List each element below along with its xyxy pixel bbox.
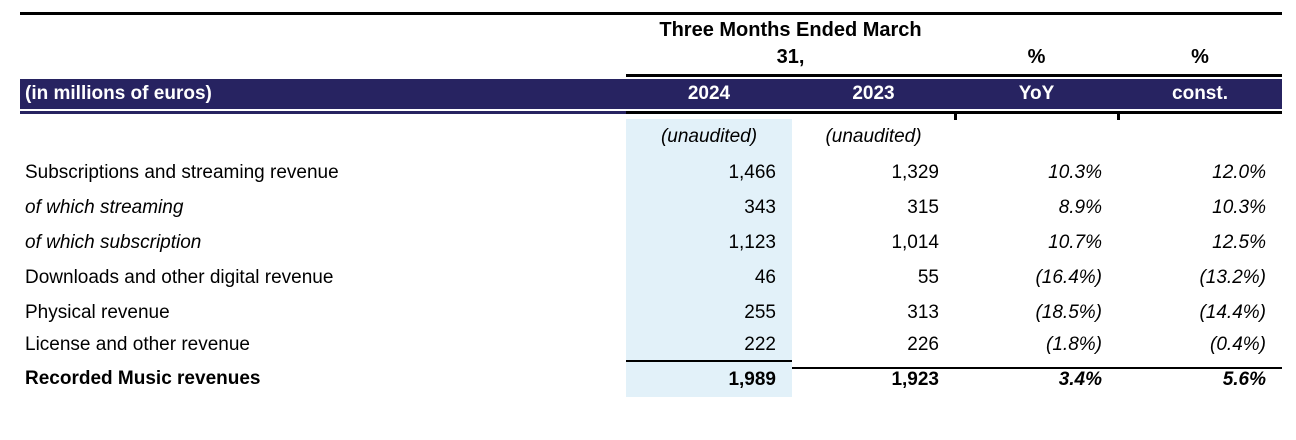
period-header-row: Three Months Ended March 31, % % (20, 15, 1282, 77)
row-value-2023: 55 (917, 266, 939, 288)
column-header-bar: (in millions of euros) 2024 2023 YoY con… (20, 79, 1282, 109)
row-value-2023: 226 (907, 334, 939, 355)
table-row: Physical revenue 255 313 (18.5%) (14.4%) (20, 295, 1282, 330)
pct-header-const: % (1191, 46, 1209, 68)
row-value-2024: 1,466 (626, 155, 792, 190)
total-2024: 1,989 (626, 360, 792, 397)
row-value-2024: 255 (626, 295, 792, 330)
column-divider-tick-yoy-left (954, 111, 957, 120)
total-2023: 1,923 (792, 366, 955, 391)
column-header-const: const. (1172, 83, 1228, 104)
row-value-const: (0.4%) (1210, 334, 1266, 355)
row-value-2024: 343 (626, 190, 792, 225)
column-header-label: (in millions of euros) (25, 83, 212, 104)
pct-header-yoy: % (1027, 46, 1046, 68)
row-value-2024: 46 (626, 260, 792, 295)
table-row: License and other revenue 222 226 (1.8%)… (20, 330, 1282, 360)
table-row: Downloads and other digital revenue 46 5… (20, 260, 1282, 295)
row-value-const: 10.3% (1212, 196, 1266, 218)
row-label: Downloads and other digital revenue (25, 266, 334, 288)
period-header-line2: 31, (776, 46, 805, 68)
row-value-2023: 313 (907, 301, 939, 323)
column-header-2024: 2024 (687, 83, 731, 104)
unaudited-row: (unaudited) (unaudited) (20, 119, 1282, 155)
period-header-title: Three Months Ended March 31, (626, 17, 955, 74)
header-bottom-border-navy-segment (20, 111, 626, 114)
column-divider-tick-yoy-right (1117, 111, 1120, 120)
row-label: Subscriptions and streaming revenue (25, 161, 339, 183)
row-value-yoy: (1.8%) (1046, 334, 1102, 355)
column-header-2023: 2023 (852, 83, 895, 104)
row-value-const: (14.4%) (1199, 301, 1266, 323)
period-header-spacer (20, 15, 626, 77)
period-header-line1: Three Months Ended March (659, 19, 922, 41)
total-const: 5.6% (1118, 366, 1282, 391)
row-value-yoy: 10.3% (1048, 161, 1102, 183)
row-label: of which streaming (25, 196, 184, 218)
unaudited-2024: (unaudited) (626, 119, 792, 155)
row-value-const: 12.5% (1212, 231, 1266, 253)
row-value-yoy: 8.9% (1058, 196, 1102, 218)
row-value-2023: 1,329 (891, 161, 939, 183)
table-row: of which subscription 1,123 1,014 10.7% … (20, 225, 1282, 260)
total-row-label: Recorded Music revenues (25, 367, 261, 389)
total-yoy: 3.4% (955, 366, 1118, 391)
row-label: of which subscription (25, 231, 202, 253)
table-top-border (20, 12, 1282, 15)
row-value-2024: 222 (626, 330, 792, 360)
row-value-yoy: 10.7% (1048, 231, 1102, 253)
header-bottom-border (20, 109, 1282, 120)
total-row: Recorded Music revenues 1,989 1,923 3.4%… (20, 360, 1282, 397)
column-header-yoy: YoY (1018, 83, 1055, 104)
row-value-yoy: (16.4%) (1035, 266, 1102, 288)
revenue-table: Three Months Ended March 31, % % (in mil… (20, 0, 1282, 397)
table-body-rows: Subscriptions and streaming revenue 1,46… (20, 155, 1282, 360)
row-value-yoy: (18.5%) (1035, 301, 1102, 323)
table-row: Subscriptions and streaming revenue 1,46… (20, 155, 1282, 190)
period-header-numeric-area: Three Months Ended March 31, % % (626, 15, 1282, 77)
row-value-2023: 315 (907, 196, 939, 218)
row-value-2023: 1,014 (891, 231, 939, 253)
row-value-const: 12.0% (1212, 161, 1266, 183)
row-label: Physical revenue (25, 301, 170, 323)
unaudited-2023: (unaudited) (825, 126, 922, 147)
row-value-const: (13.2%) (1199, 266, 1266, 288)
table-row: of which streaming 343 315 8.9% 10.3% (20, 190, 1282, 225)
row-value-2024: 1,123 (626, 225, 792, 260)
row-label: License and other revenue (25, 334, 250, 355)
